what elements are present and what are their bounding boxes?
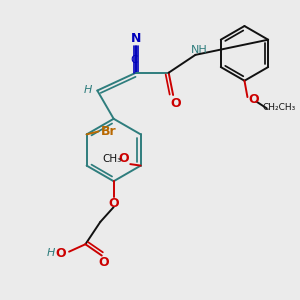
Text: H: H bbox=[84, 85, 92, 95]
Text: H: H bbox=[47, 248, 56, 258]
Text: O: O bbox=[118, 152, 129, 165]
Text: NH: NH bbox=[191, 44, 208, 55]
Text: C: C bbox=[131, 55, 138, 65]
Text: O: O bbox=[170, 97, 181, 110]
Text: O: O bbox=[249, 93, 259, 106]
Text: CH₂CH₃: CH₂CH₃ bbox=[262, 103, 296, 112]
Text: Br: Br bbox=[101, 125, 117, 138]
Text: CH₃: CH₃ bbox=[103, 154, 122, 164]
Text: O: O bbox=[99, 256, 110, 269]
Text: O: O bbox=[56, 247, 66, 260]
Text: N: N bbox=[131, 32, 141, 45]
Text: O: O bbox=[108, 197, 119, 210]
